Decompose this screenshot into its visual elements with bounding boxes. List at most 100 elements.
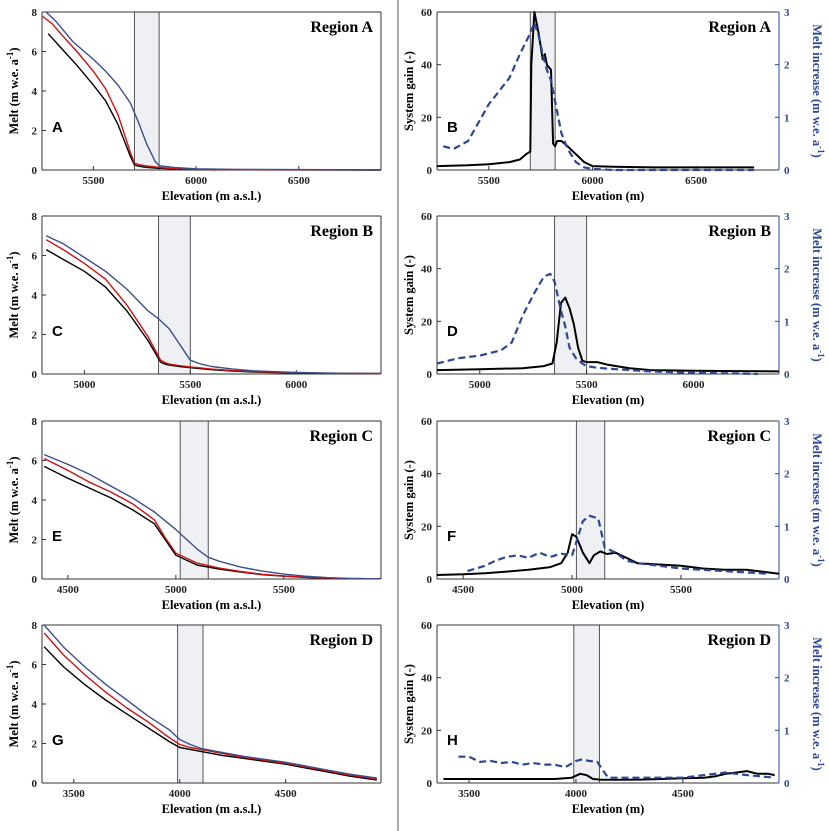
panel-a-ytick-label: 8 — [32, 7, 38, 19]
panel-b-xlabel: Elevation (m) — [572, 189, 645, 203]
panel-h-title: Region D — [707, 632, 771, 649]
panel-h-letter: H — [447, 732, 458, 749]
panel-d-ytick-label: 60 — [421, 211, 433, 223]
panel-a-xtick-label: 6500 — [288, 175, 311, 187]
panel-e-ytick-label: 8 — [32, 416, 38, 428]
panel-c-series-blue — [45, 235, 382, 375]
panel-d-series-system-gain — [436, 296, 780, 373]
panel-d-y2label: Melt increase (m w.e. a-1) — [810, 228, 826, 362]
panel-f-series-system-gain — [436, 533, 780, 576]
panel-b-y2tick-label: 0 — [784, 165, 790, 177]
panel-f-xtick-label: 5500 — [670, 584, 693, 596]
panel-b-letter: B — [447, 119, 458, 136]
panel-b-ytick-label: 40 — [421, 60, 433, 72]
panel-a-ytick-label: 4 — [32, 86, 38, 98]
panel-f-y2tick-label: 0 — [784, 574, 790, 586]
panel-h-ytick-label: 0 — [427, 778, 433, 790]
panel-d-title: Region B — [708, 223, 771, 240]
panel-c: 5000 5500 6000 0 2 4 6 8 Region B C Elevation (m a… — [5, 211, 382, 407]
panel-f-title: Region C — [707, 428, 771, 445]
panel-c-ytick-label: 6 — [32, 251, 38, 263]
panel-e-series-red — [43, 457, 382, 580]
panel-f-ytick-label: 20 — [421, 521, 433, 533]
panel-h-y2label: Melt increase (m w.e. a-1) — [810, 637, 826, 771]
panel-h-ylabel: System gain (-) — [402, 664, 416, 744]
panel-h-y2tick-label: 2 — [784, 673, 790, 685]
panel-g-shaded-band — [177, 624, 204, 784]
panel-g-ytick-label: 0 — [32, 778, 38, 790]
panel-c-xtick-label: 5000 — [73, 379, 96, 391]
panel-f: 4500 5000 5500 0 20 40 60 0 1 2 3 Region C F Elevatio… — [402, 416, 826, 612]
panel-f-series-melt-increase — [467, 514, 769, 575]
panel-d: 5000 5500 6000 0 20 40 60 0 1 2 3 Region B D Elevatio… — [402, 211, 826, 407]
panel-e: 4500 5000 5500 0 2 4 6 8 Region C E Elevation (m a… — [5, 416, 382, 612]
panel-f-y2label: Melt increase (m w.e. a-1) — [810, 433, 826, 567]
panel-b-ytick-label: 60 — [421, 7, 433, 19]
panel-h-ytick-label: 40 — [421, 673, 433, 685]
panel-h-series-system-gain — [443, 770, 775, 781]
panel-h-xtick-label: 4500 — [672, 788, 695, 800]
panel-h-ytick-label: 60 — [421, 620, 433, 632]
panel-f-letter: F — [447, 528, 456, 545]
panel-d-y2tick-label: 0 — [784, 369, 790, 381]
panel-d-ylabel: System gain (-) — [402, 255, 416, 335]
panel-a-series-blue — [45, 11, 382, 171]
panel-a-ytick-label: 2 — [32, 126, 38, 138]
panel-e-ytick-label: 2 — [32, 535, 38, 547]
panel-g-ytick-label: 6 — [32, 660, 38, 672]
panel-d-ytick-label: 0 — [427, 369, 433, 381]
panel-e-shaded-band — [179, 420, 209, 580]
panel-f-xtick-label: 4500 — [452, 584, 475, 596]
panel-d-xlabel: Elevation (m) — [572, 393, 645, 407]
panel-g-series-black — [43, 646, 377, 781]
panel-b-title: Region A — [708, 19, 771, 36]
panel-f-ytick-label: 60 — [421, 416, 433, 428]
panel-g-xtick-label: 3500 — [63, 788, 86, 800]
panel-f-xlabel: Elevation (m) — [572, 598, 645, 612]
panel-g-title: Region D — [309, 632, 373, 649]
panel-b-xtick-label: 5500 — [478, 175, 501, 187]
panel-d-y2tick-label: 3 — [784, 211, 790, 223]
panel-a-xlabel: Elevation (m a.s.l.) — [162, 189, 262, 203]
panel-g-xlabel: Elevation (m a.s.l.) — [162, 802, 262, 816]
panel-f-ytick-label: 0 — [427, 574, 433, 586]
panel-c-shaded-band — [158, 215, 191, 375]
panel-d-letter: D — [447, 323, 458, 340]
panel-e-ylabel: Melt (m w.e. a-1) — [5, 457, 21, 544]
panel-b-series-melt-increase — [442, 21, 755, 172]
panel-b-ytick-label: 0 — [427, 165, 433, 177]
panel-e-ytick-label: 0 — [32, 574, 38, 586]
panel-h-series-melt-increase — [458, 755, 775, 779]
panel-e-xtick-label: 5000 — [165, 584, 188, 596]
panel-h: 3500 4000 4500 0 20 40 60 0 1 2 3 Region D H Elevatio… — [402, 620, 826, 816]
panel-a-xtick-label: 6000 — [185, 175, 208, 187]
panel-f-xtick-label: 5000 — [561, 584, 584, 596]
panel-f-y2tick-label: 1 — [784, 521, 790, 533]
panel-b-ytick-label: 20 — [421, 112, 433, 124]
panel-e-xtick-label: 5500 — [273, 584, 296, 596]
panel-d-y2tick-label: 2 — [784, 264, 790, 276]
panel-c-ytick-label: 4 — [32, 290, 38, 302]
panel-b-xtick-label: 6500 — [685, 175, 708, 187]
panel-a-shaded-band — [133, 11, 160, 171]
panel-b-ylabel: System gain (-) — [402, 51, 416, 131]
panel-h-y2tick-label: 1 — [784, 725, 790, 737]
panel-b-y2tick-label: 1 — [784, 112, 790, 124]
panel-g-xtick-label: 4000 — [169, 788, 192, 800]
panel-e-xtick-label: 4500 — [57, 584, 80, 596]
panel-c-title: Region B — [310, 223, 373, 240]
panel-f-ytick-label: 40 — [421, 469, 433, 481]
panel-f-y2tick-label: 3 — [784, 416, 790, 428]
panel-e-ytick-label: 4 — [32, 495, 38, 507]
panel-g-series-red — [43, 632, 377, 780]
panel-g-series-blue — [43, 624, 377, 779]
panel-h-xlabel: Elevation (m) — [572, 802, 645, 816]
panel-d-y2tick-label: 1 — [784, 316, 790, 328]
panel-g-letter: G — [52, 732, 64, 749]
panel-g-ytick-label: 8 — [32, 620, 38, 632]
panel-a-title: Region A — [310, 19, 373, 36]
panel-a-xtick-label: 5500 — [82, 175, 105, 187]
panel-h-y2tick-label: 3 — [784, 620, 790, 632]
panel-g-ytick-label: 2 — [32, 739, 38, 751]
